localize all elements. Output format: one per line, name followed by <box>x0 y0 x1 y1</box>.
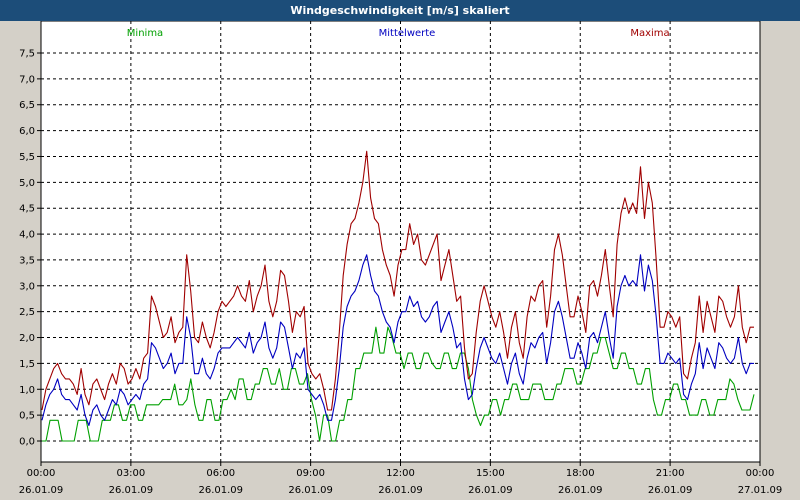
x-tick-time: 12:00 <box>386 468 415 479</box>
series-line-minima <box>42 326 755 442</box>
y-tick-label: 7,5 <box>19 49 35 60</box>
y-tick-label: 1,5 <box>19 359 35 370</box>
x-tick-date: 26.01.09 <box>378 485 423 496</box>
x-tick-date: 26.01.09 <box>19 485 64 496</box>
grid-lines <box>41 21 760 462</box>
y-tick-label: 4,5 <box>19 204 35 215</box>
series-line-maxima <box>41 150 754 411</box>
x-tick-date: 26.01.09 <box>288 485 333 496</box>
legend: Minima Mittelwerte Maxima <box>127 28 670 39</box>
x-tick-time: 18:00 <box>566 468 595 479</box>
axis-labels: 0,0 0,5 1,0 1,5 2,0 2,5 3,0 3,5 4,0 4,5 5,0 5,5 6,0 6… <box>19 49 783 497</box>
x-tick-time: 00:00 <box>27 468 56 479</box>
wind-speed-chart: 0,0 0,5 1,0 1,5 2,0 2,5 3,0 3,5 4,0 4,5 5,0 5,5 6,0 6… <box>0 21 800 500</box>
y-tick-label: 5,0 <box>19 178 35 189</box>
x-tick-date: 27.01.09 <box>738 485 783 496</box>
y-tick-label: 2,0 <box>19 333 35 344</box>
legend-maxima: Maxima <box>630 28 669 39</box>
data-series <box>41 150 755 442</box>
x-tick-date: 26.01.09 <box>468 485 513 496</box>
y-tick-label: 4,0 <box>19 230 35 241</box>
legend-minima: Minima <box>127 28 163 39</box>
x-tick-time: 21:00 <box>656 468 685 479</box>
x-tick-time: 15:00 <box>476 468 505 479</box>
window-title: Windgeschwindigkeit [m/s] skaliert <box>0 0 800 21</box>
y-tick-label: 2,5 <box>19 307 35 318</box>
y-tick-label: 7,0 <box>19 74 35 85</box>
x-tick-date: 26.01.09 <box>648 485 693 496</box>
x-tick-time: 09:00 <box>296 468 325 479</box>
y-tick-label: 0,0 <box>19 437 35 448</box>
legend-mittelwerte: Mittelwerte <box>379 28 436 39</box>
y-tick-label: 1,0 <box>19 385 35 396</box>
y-tick-label: 6,0 <box>19 126 35 137</box>
x-tick-time: 03:00 <box>116 468 145 479</box>
x-tick-time: 06:00 <box>206 468 235 479</box>
y-tick-label: 5,5 <box>19 152 35 163</box>
x-tick-date: 26.01.09 <box>558 485 603 496</box>
x-tick-time: 00:00 <box>746 468 775 479</box>
x-tick-date: 26.01.09 <box>109 485 154 496</box>
y-tick-label: 0,5 <box>19 411 35 422</box>
y-tick-label: 3,5 <box>19 255 35 266</box>
y-tick-label: 6,5 <box>19 100 35 111</box>
y-tick-label: 3,0 <box>19 281 35 292</box>
x-tick-date: 26.01.09 <box>198 485 243 496</box>
series-line-mittelwerte <box>41 254 754 427</box>
